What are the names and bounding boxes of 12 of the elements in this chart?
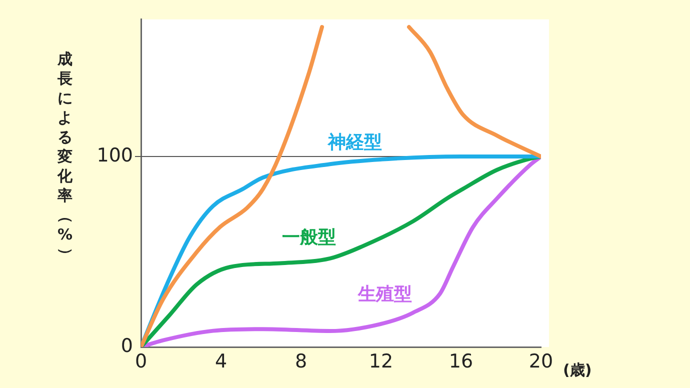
series-label: 神経型 — [327, 132, 382, 153]
x-tick-label: 12 — [368, 350, 394, 372]
series-label: 生殖型 — [357, 284, 412, 306]
x-tick-label: 16 — [448, 350, 474, 372]
y-tick-label: 100 — [96, 144, 133, 166]
x-tick-label: 20 — [528, 350, 554, 372]
x-tick-label: 8 — [294, 350, 308, 372]
x-tick-label: 4 — [214, 350, 228, 372]
x-axis-title: (歳) — [563, 360, 592, 379]
x-tick-label: 0 — [134, 350, 148, 372]
series-label: 一般型 — [282, 227, 336, 248]
text: 成長による変化率（%） — [57, 50, 76, 262]
